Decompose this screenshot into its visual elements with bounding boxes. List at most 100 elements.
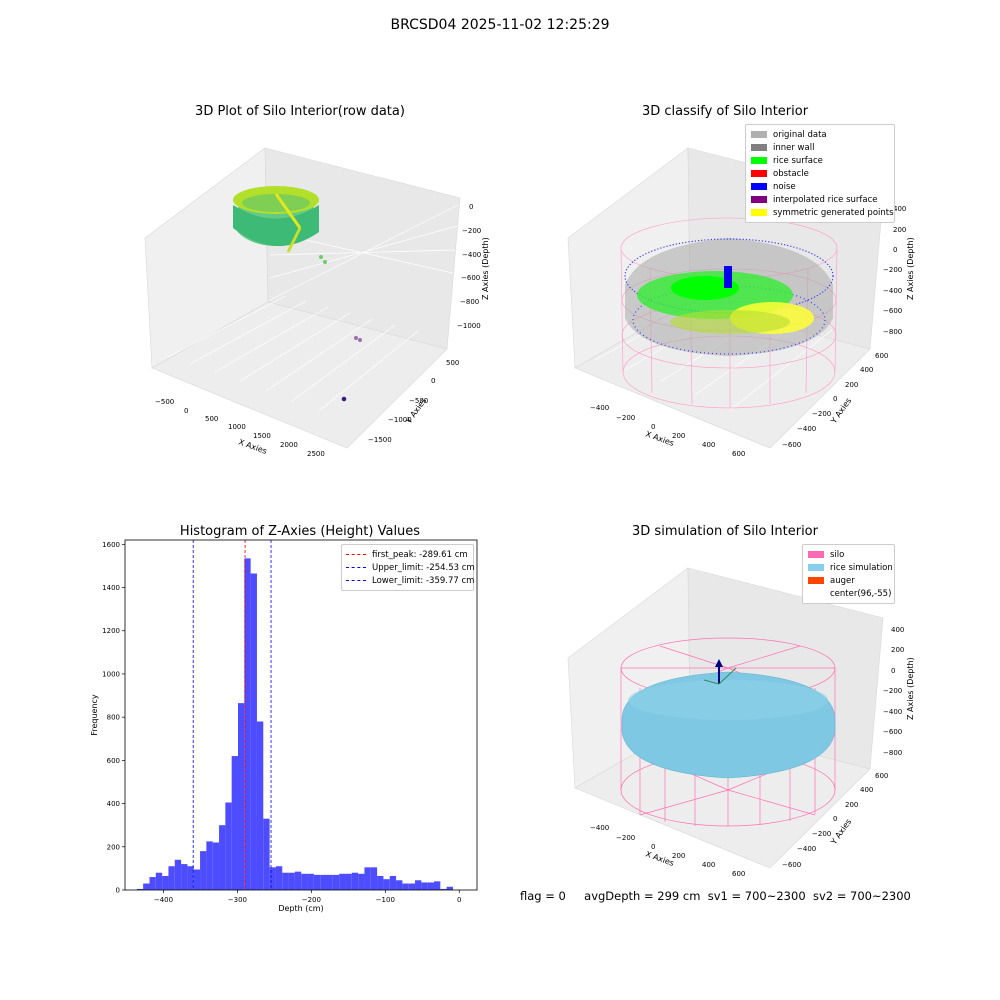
histogram-bar [187, 866, 194, 890]
histogram-bar [440, 888, 447, 890]
histogram-bar [193, 869, 201, 890]
histogram-bar [263, 818, 270, 890]
histogram-bar [332, 874, 340, 890]
histogram-bar [320, 874, 327, 890]
legend-item-silo: silo [808, 548, 889, 561]
y-tick-label: 800 [107, 714, 120, 722]
histogram-bar [358, 873, 365, 890]
simulation-legend: silo rice simulation auger center(96,-55… [802, 544, 895, 604]
flag-value: flag = 0 [520, 889, 566, 903]
histogram-bar [288, 872, 295, 890]
x-tick-label: −200 [302, 896, 321, 904]
histogram-bar [269, 867, 276, 890]
histogram-bar [256, 721, 264, 890]
histogram-bar [421, 882, 428, 890]
histogram-bar [155, 872, 163, 890]
raw-plot-title: 3D Plot of Silo Interior(row data) [195, 104, 405, 119]
histogram-bar [168, 866, 175, 890]
histogram-bar [427, 882, 434, 890]
classify-legend: original data inner wall rice surface ob… [745, 124, 895, 223]
histogram-x-label: Depth (cm) [278, 904, 323, 913]
histogram-bar [225, 802, 232, 890]
y-tick-label: 1400 [102, 584, 120, 592]
histogram-bar [345, 873, 352, 890]
y-tick-label: 1000 [102, 670, 120, 678]
histogram-bar [282, 872, 289, 890]
status-line: flag = 0 avgDepth = 299 cm sv1 = 700~230… [520, 889, 911, 903]
legend-item-upper-limit: Upper_limit: -254.53 cm [346, 561, 475, 574]
histogram-bar [377, 875, 384, 890]
histogram-bar [136, 888, 144, 890]
histogram-bar [402, 883, 409, 890]
histogram-bar [231, 756, 238, 890]
histogram-bar [351, 872, 359, 890]
histogram-frame [124, 539, 478, 891]
y-tick-label: 400 [107, 800, 120, 808]
histogram-bar [181, 864, 188, 890]
histogram-y-ticks: 0 200 400 600 800 1000 1200 1400 1600 [102, 541, 125, 895]
legend-item-center: center(96,-55) [830, 588, 892, 599]
histogram-bar [301, 873, 308, 890]
legend-item-lower-limit: Lower_limit: -359.77 cm [346, 574, 474, 587]
histogram-y-label: Frequency [90, 694, 99, 736]
figure-title: BRCSD04 2025-11-02 12:25:29 [390, 17, 610, 33]
histogram-bar [307, 873, 314, 890]
histogram-bar [370, 867, 378, 890]
classify-plot-title: 3D classify of Silo Interior [641, 104, 809, 119]
histogram-bar [244, 558, 251, 890]
y-tick-label: 0 [116, 887, 120, 895]
histogram-bar [149, 877, 156, 890]
legend-item-symmetric: symmetric generated points [751, 206, 894, 219]
legend-item-original-data: original data [751, 128, 889, 141]
histogram-bar [364, 867, 371, 890]
legend-item-inner-wall: inner wall [751, 141, 889, 154]
simulation-plot-title: 3D simulation of Silo Interior [632, 524, 818, 539]
legend-swatch [751, 131, 767, 138]
y-tick-label: 600 [107, 757, 120, 765]
x-tick-label: −300 [228, 896, 247, 904]
y-tick-label: 200 [107, 843, 120, 851]
y-tick-label: 1200 [102, 627, 120, 635]
histogram-bar [446, 886, 453, 890]
avg-depth-value: avgDepth = 299 cm [584, 889, 701, 903]
histogram-bar [219, 825, 226, 890]
histogram-x-ticks: −400 −300 −200 −100 0 [154, 890, 461, 904]
legend-item-auger: auger [808, 574, 889, 587]
legend-item-rice-surface: rice surface [751, 154, 889, 167]
legend-item-obstacle: obstacle [751, 167, 889, 180]
legend-item-rice-simulation: rice simulation [808, 561, 893, 574]
histogram-bar [326, 874, 333, 890]
histogram-bar [383, 879, 390, 890]
x-tick-label: −100 [376, 896, 395, 904]
histogram-bar [162, 875, 169, 890]
histogram-bar [396, 880, 403, 890]
histogram-bars [136, 558, 453, 890]
histogram-bar [200, 851, 207, 890]
histogram-bar [206, 841, 213, 890]
legend-item-interpolated: interpolated rice surface [751, 193, 889, 206]
histogram-bar [174, 859, 182, 890]
histogram-legend: first_peak: -289.61 cm Upper_limit: -254… [341, 544, 475, 591]
histogram-bar [408, 883, 416, 890]
legend-item-noise: noise [751, 180, 889, 193]
histogram-bar [415, 880, 422, 890]
histogram-bar [313, 874, 321, 890]
histogram-bar [212, 842, 220, 890]
x-tick-label: 0 [457, 896, 461, 904]
histogram-reference-lines [192, 540, 272, 890]
x-tick-label: −400 [154, 896, 173, 904]
histogram-title: Histogram of Z-Axies (Height) Values [179, 524, 421, 539]
histogram-bar [250, 573, 257, 890]
histogram-bar [389, 875, 397, 890]
histogram-bar [275, 866, 283, 890]
sv2-value: sv2 = 700~2300 [812, 889, 911, 903]
histogram-bar [143, 883, 150, 890]
histogram-bar [294, 871, 302, 890]
histogram-bar [339, 873, 346, 890]
legend-item-first-peak: first_peak: -289.61 cm [346, 548, 469, 561]
sv1-value: sv1 = 700~2300 [707, 889, 806, 903]
histogram-bar [433, 881, 441, 890]
y-tick-label: 1600 [102, 541, 120, 549]
histogram-bar [237, 703, 245, 890]
